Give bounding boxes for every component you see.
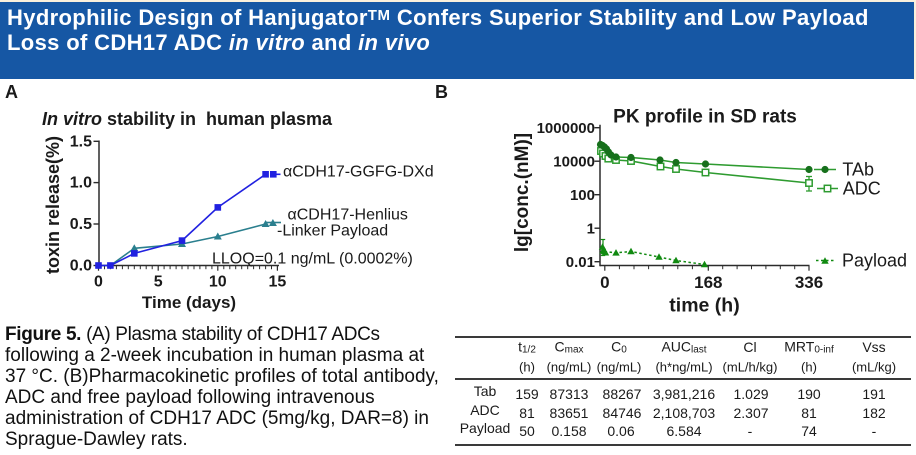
svg-text:15: 15 <box>269 274 287 291</box>
svg-text:336: 336 <box>795 273 823 292</box>
svg-text:1.0: 1.0 <box>70 175 92 192</box>
svg-text:0.5: 0.5 <box>70 216 92 233</box>
svg-text:1.5: 1.5 <box>70 133 92 150</box>
svg-text:1: 1 <box>587 220 595 237</box>
svg-text:LLOQ=0.1 ng/mL (0.0002%): LLOQ=0.1 ng/mL (0.0002%) <box>212 251 413 268</box>
svg-text:ADC: ADC <box>843 178 881 198</box>
svg-text:αCDH17-Henlius: αCDH17-Henlius <box>288 206 408 223</box>
svg-text:TAb: TAb <box>842 159 874 179</box>
svg-text:0.01: 0.01 <box>566 254 595 271</box>
svg-text:0: 0 <box>600 273 609 292</box>
svg-text:αCDH17-GGFG-DXd: αCDH17-GGFG-DXd <box>283 164 434 181</box>
svg-text:In vitro stability in human p: In vitro stability in human plasma <box>42 109 333 129</box>
svg-text:10000: 10000 <box>553 153 595 170</box>
svg-text:time (h): time (h) <box>669 295 739 317</box>
svg-text:0: 0 <box>94 274 103 291</box>
svg-text:PK profile in SD rats: PK profile in SD rats <box>613 107 797 128</box>
svg-text:Payload: Payload <box>842 251 907 271</box>
svg-text:lg[conc.(nM)]: lg[conc.(nM)] <box>512 133 533 252</box>
svg-text:10: 10 <box>209 274 227 291</box>
svg-text:Time (days): Time (days) <box>142 293 236 312</box>
svg-text:0.0: 0.0 <box>70 258 92 275</box>
svg-text:toxin release(%): toxin release(%) <box>43 136 63 274</box>
svg-text:100: 100 <box>570 187 595 204</box>
svg-text:-Linker Payload: -Linker Payload <box>277 222 388 239</box>
svg-text:168: 168 <box>694 273 722 292</box>
svg-text:5: 5 <box>154 274 163 291</box>
svg-text:1000000: 1000000 <box>537 120 595 137</box>
